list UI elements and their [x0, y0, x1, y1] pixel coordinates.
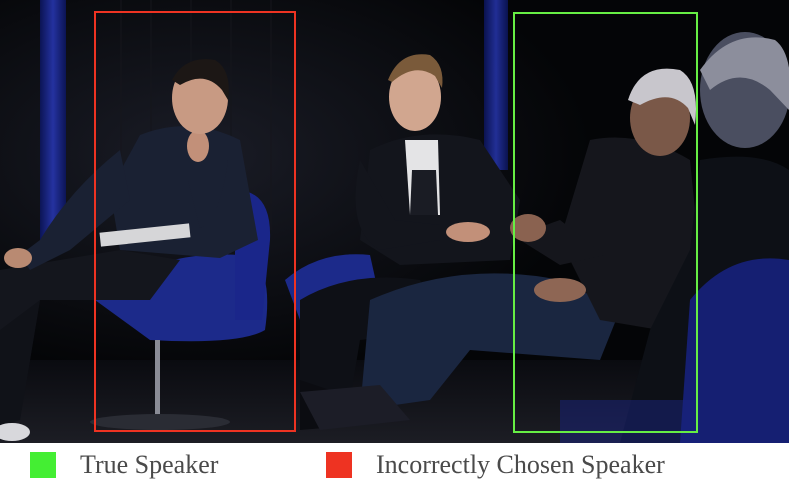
legend-item-incorrect-speaker: Incorrectly Chosen Speaker — [326, 451, 665, 479]
true-speaker-box — [513, 12, 698, 433]
person-middle — [300, 54, 520, 430]
blue-light-left — [40, 0, 66, 240]
true-speaker-swatch — [30, 452, 56, 478]
blue-light-right — [484, 0, 508, 170]
incorrect-speaker-box — [94, 11, 296, 432]
person-far-right — [620, 32, 789, 443]
legend: True Speaker Incorrectly Chosen Speaker — [0, 443, 789, 485]
incorrect-speaker-swatch — [326, 452, 352, 478]
person-left — [0, 59, 258, 441]
legend-item-true-speaker: True Speaker — [30, 451, 218, 479]
person-right — [300, 68, 700, 430]
stage-photo — [0, 0, 789, 443]
stage-scene — [0, 0, 789, 443]
incorrect-speaker-label: Incorrectly Chosen Speaker — [376, 450, 665, 479]
true-speaker-label: True Speaker — [80, 450, 219, 479]
